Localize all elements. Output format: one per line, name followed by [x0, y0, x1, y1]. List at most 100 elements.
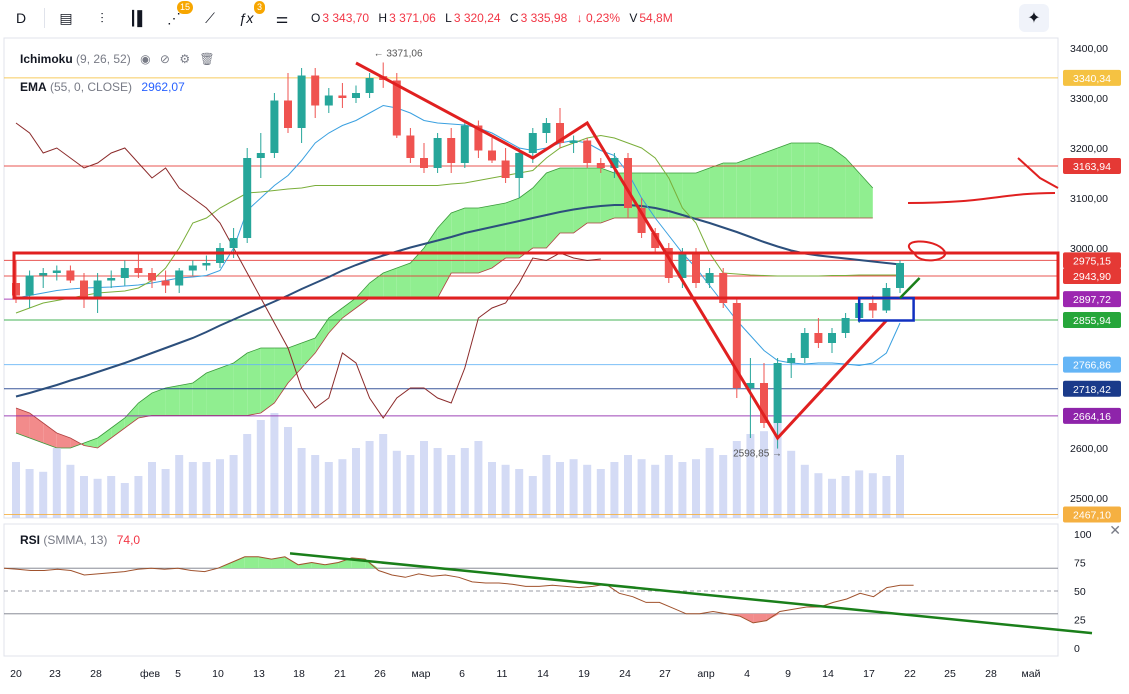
volume-bar [528, 476, 537, 518]
volume-bar [474, 441, 483, 518]
volume-bar [787, 450, 796, 518]
cloud-segment [437, 213, 452, 298]
price-axis-label: 3100,00 [1070, 193, 1108, 205]
green-arrow [899, 277, 921, 299]
cloud-segment [288, 343, 302, 383]
cloud-segment [233, 353, 248, 416]
volume-bar [692, 459, 700, 518]
date-axis-label: 26 [374, 668, 386, 680]
volume-bar [216, 459, 224, 518]
volume-bar [732, 441, 741, 518]
interval-label: D [15, 10, 27, 26]
date-axis-label: 14 [537, 668, 549, 680]
volume-bar [651, 464, 660, 518]
candle-body [637, 208, 646, 233]
candle-body [80, 280, 88, 298]
cloud-segment [600, 168, 615, 223]
rsi-legend[interactable]: RSI (SMMA, 13) 74,0 [20, 533, 140, 547]
ichimoku-legend[interactable]: Ichimoku (9, 26, 52) ◉ ⊘ ⚙ 🗑 [20, 52, 215, 66]
rsi-overbought-fill [244, 556, 259, 569]
cloud-segment [492, 203, 506, 268]
candle-body [515, 153, 524, 178]
cloud-segment [111, 418, 125, 438]
fx-button[interactable]: ƒx 3 [231, 1, 265, 32]
cloud-segment [192, 373, 207, 416]
volume-bar [488, 462, 496, 518]
rsi-overbought-fill [365, 559, 379, 569]
rsi-overbought-fill [271, 556, 285, 569]
ema-params: (55, 0, CLOSE) [50, 80, 133, 94]
cloud-segment [560, 168, 574, 233]
interval-button[interactable]: D [6, 4, 36, 32]
price-axis-label: 3200,00 [1070, 143, 1108, 155]
ema-legend[interactable]: EMA (55, 0, CLOSE) 2962,07 [20, 80, 185, 94]
indicators-button[interactable]: ⋰ 15 [159, 1, 193, 32]
price-tag-box [1063, 312, 1121, 329]
cloud-segment [532, 173, 547, 248]
candle-body [161, 280, 170, 286]
volume-bar [447, 455, 456, 518]
date-axis-label: 23 [49, 668, 61, 680]
ema-line [15, 204, 901, 398]
cloud-segment [247, 348, 261, 416]
close-icon[interactable]: ✕ [1109, 522, 1121, 538]
volume-bar [610, 462, 619, 518]
candle-body [39, 273, 48, 276]
cloud-segment [818, 143, 832, 218]
senkou-span-a [15, 142, 874, 449]
candle-body [311, 75, 320, 106]
trash-icon[interactable]: 🗑 [199, 52, 215, 66]
price-tag-box [1063, 291, 1121, 308]
cloud-segment [655, 173, 669, 218]
candle-body [52, 270, 61, 273]
candle-body [352, 93, 360, 98]
candle-body [270, 100, 279, 153]
volume-bar [814, 473, 823, 518]
chikou-line [15, 122, 601, 419]
volume-bar [705, 448, 714, 518]
candle-body [787, 358, 796, 363]
volume-bar [284, 427, 292, 518]
candle-body [433, 138, 442, 168]
price-tag-label: 2897,72 [1073, 294, 1111, 306]
price-tag-label: 2718,42 [1073, 384, 1111, 396]
bar-style-icon[interactable]: ▤ [59, 9, 73, 26]
price-axis-label: 2500,00 [1070, 493, 1108, 505]
cloud-segment [573, 168, 588, 233]
volume-bar [841, 476, 850, 518]
user-drawings [12, 61, 1060, 441]
price-axis-label: 3300,00 [1070, 93, 1108, 105]
cloud-segment [43, 423, 57, 448]
volume-bar [25, 469, 34, 518]
date-axis-label: 10 [212, 668, 224, 680]
date-axis-label: фев [140, 668, 160, 680]
rsi-overbought-fill [298, 562, 312, 569]
compare-icon[interactable]: ┃▌ [128, 9, 148, 26]
cloud-segment [206, 368, 220, 416]
price-tags: 3340,34 3163,94 2975,15 2943,90 2897,72 2855,… [1063, 69, 1121, 523]
sparkle-assistant-icon[interactable]: ✦ [1019, 4, 1049, 32]
drawing-tools-icon[interactable]: ⟋ [205, 9, 215, 26]
candle-body [256, 153, 265, 158]
cloud-segment [369, 273, 384, 298]
volume-bar [556, 462, 564, 518]
candle-body [202, 263, 211, 266]
eye-icon[interactable]: ◉ [140, 52, 151, 66]
price-tag-box [1063, 380, 1121, 397]
candle-body [216, 248, 224, 263]
gear-icon[interactable]: ⚙ [179, 52, 191, 66]
ema-value: 2962,07 [141, 80, 185, 94]
candles-icon[interactable]: ⫶ [100, 9, 104, 26]
volume-bar [868, 473, 877, 518]
hide-icon[interactable]: ⊘ [159, 52, 170, 66]
zigzag-drawing [355, 61, 888, 441]
rsi-params: (SMMA, 13) [43, 533, 108, 547]
rsi-axis-label: 25 [1074, 615, 1086, 627]
volume-bar [365, 441, 374, 518]
cloud-segment [301, 338, 316, 368]
rsi-axis-label: 75 [1074, 558, 1086, 570]
candle-body [297, 75, 306, 128]
settings-sliders-icon[interactable]: ⚌ [275, 9, 289, 26]
